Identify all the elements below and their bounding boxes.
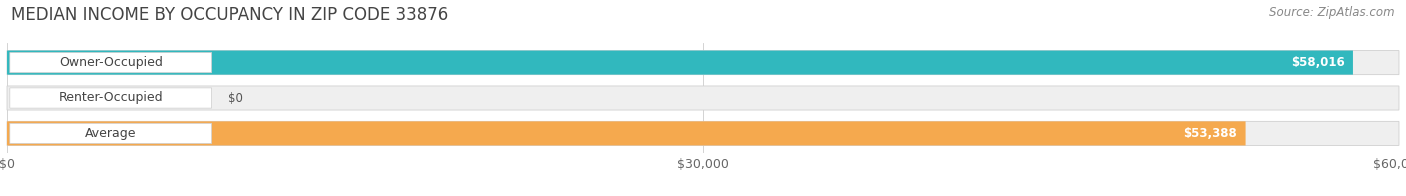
FancyBboxPatch shape (7, 51, 1353, 75)
Text: $53,388: $53,388 (1184, 127, 1237, 140)
Text: Source: ZipAtlas.com: Source: ZipAtlas.com (1270, 6, 1395, 19)
FancyBboxPatch shape (10, 123, 212, 143)
FancyBboxPatch shape (10, 53, 212, 73)
Text: Owner-Occupied: Owner-Occupied (59, 56, 163, 69)
FancyBboxPatch shape (7, 51, 1399, 75)
Text: $58,016: $58,016 (1291, 56, 1344, 69)
FancyBboxPatch shape (7, 121, 1246, 145)
Text: $0: $0 (228, 92, 243, 104)
Text: Renter-Occupied: Renter-Occupied (59, 92, 163, 104)
FancyBboxPatch shape (7, 86, 1399, 110)
Text: Average: Average (84, 127, 136, 140)
Text: MEDIAN INCOME BY OCCUPANCY IN ZIP CODE 33876: MEDIAN INCOME BY OCCUPANCY IN ZIP CODE 3… (11, 6, 449, 24)
FancyBboxPatch shape (10, 88, 212, 108)
FancyBboxPatch shape (7, 121, 1399, 145)
